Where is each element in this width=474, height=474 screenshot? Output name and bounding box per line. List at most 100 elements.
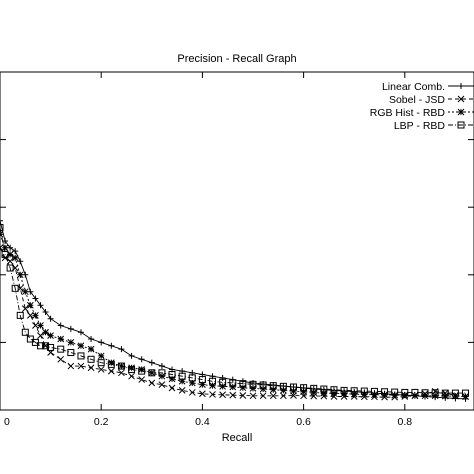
data-point — [67, 339, 75, 346]
data-point — [330, 393, 338, 400]
series-line — [0, 247, 466, 398]
data-point — [88, 336, 95, 343]
data-point — [138, 366, 146, 373]
data-point — [107, 367, 115, 375]
data-point — [32, 312, 39, 319]
data-point — [249, 385, 257, 392]
data-point — [178, 372, 186, 380]
series-line — [0, 234, 466, 397]
legend-label: LBP - RBD — [394, 120, 446, 132]
data-point — [148, 359, 155, 366]
data-point — [360, 387, 368, 395]
data-point — [148, 369, 156, 377]
x-axis-label: Recall — [222, 432, 253, 444]
series-0 — [0, 217, 469, 402]
data-point — [37, 322, 44, 329]
data-point — [421, 389, 429, 397]
series-line — [0, 227, 466, 394]
axis-ticks: 0 0.2 0.4 0.6 0.8 — [0, 71, 474, 428]
data-point — [47, 343, 55, 351]
data-point — [138, 376, 146, 383]
data-point — [42, 342, 50, 350]
data-point — [87, 364, 95, 372]
series-line — [0, 220, 466, 400]
data-point — [128, 372, 135, 380]
data-point — [269, 386, 277, 394]
data-point — [42, 308, 49, 315]
data-point — [199, 381, 206, 389]
legend-label: Linear Comb. — [382, 81, 445, 93]
data-point — [340, 386, 348, 394]
data-point — [229, 379, 237, 387]
data-point — [239, 384, 247, 392]
legend-marker — [457, 121, 465, 129]
data-point — [1, 251, 9, 259]
data-point — [279, 382, 287, 390]
data-point — [320, 389, 328, 397]
data-point — [42, 328, 49, 336]
data-point — [451, 389, 459, 397]
data-point — [1, 244, 9, 252]
data-point — [259, 381, 267, 389]
data-point — [0, 217, 3, 224]
data-point — [128, 364, 135, 372]
x-tick-label: 0.6 — [296, 416, 311, 428]
data-point — [32, 322, 39, 329]
data-point — [12, 248, 19, 255]
series-3 — [0, 223, 470, 397]
data-point — [117, 362, 125, 370]
data-point — [2, 238, 9, 244]
data-point — [21, 305, 29, 312]
data-point — [107, 360, 115, 368]
data-point — [6, 257, 14, 265]
data-point — [239, 378, 246, 385]
data-point — [300, 384, 308, 392]
data-point — [462, 389, 470, 397]
data-point — [87, 345, 95, 353]
data-point — [411, 388, 419, 396]
data-point — [148, 379, 156, 387]
data-point — [178, 387, 186, 394]
data-point — [22, 271, 29, 278]
data-point — [219, 391, 226, 399]
data-point — [188, 389, 196, 396]
data-point — [320, 392, 328, 400]
data-point — [17, 258, 24, 265]
data-point — [47, 315, 54, 322]
data-point — [259, 385, 267, 393]
data-point — [27, 301, 34, 309]
data-point — [249, 392, 257, 400]
data-point — [269, 382, 277, 390]
data-point — [350, 387, 358, 395]
data-point — [219, 374, 226, 381]
data-point — [229, 383, 237, 391]
data-point — [158, 369, 166, 377]
data-point — [67, 362, 75, 370]
data-point — [118, 369, 125, 377]
x-tick-label: 0.2 — [94, 416, 109, 428]
data-point — [16, 271, 24, 279]
legend-label: RGB Hist - RBD — [370, 107, 446, 119]
data-point — [7, 244, 14, 251]
data-point — [158, 363, 165, 370]
data-point — [77, 329, 84, 336]
data-point — [57, 355, 65, 363]
data-point — [98, 339, 105, 346]
x-tick-label: 0 — [4, 416, 10, 428]
data-point — [37, 332, 44, 339]
data-point — [249, 380, 257, 388]
data-point — [16, 311, 24, 319]
data-point — [199, 390, 206, 398]
data-point — [330, 386, 338, 394]
data-point — [11, 254, 19, 262]
data-point — [310, 384, 318, 392]
data-point — [168, 371, 176, 379]
data-point — [37, 302, 44, 309]
data-point — [138, 356, 145, 363]
data-point — [57, 335, 65, 343]
data-point — [77, 342, 85, 350]
data-point — [27, 288, 34, 295]
data-point — [431, 389, 439, 397]
data-point — [6, 251, 14, 258]
legend-label: Sobel - JSD — [389, 94, 445, 106]
